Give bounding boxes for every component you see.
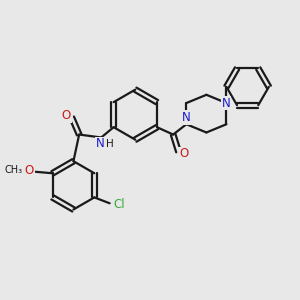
- Text: H: H: [106, 139, 113, 149]
- Text: N: N: [182, 111, 190, 124]
- Text: O: O: [179, 148, 188, 160]
- Text: CH₃: CH₃: [4, 165, 22, 175]
- Text: Cl: Cl: [113, 198, 125, 211]
- Text: N: N: [221, 97, 230, 110]
- Text: N: N: [96, 137, 105, 151]
- Text: O: O: [24, 164, 34, 176]
- Text: O: O: [62, 109, 71, 122]
